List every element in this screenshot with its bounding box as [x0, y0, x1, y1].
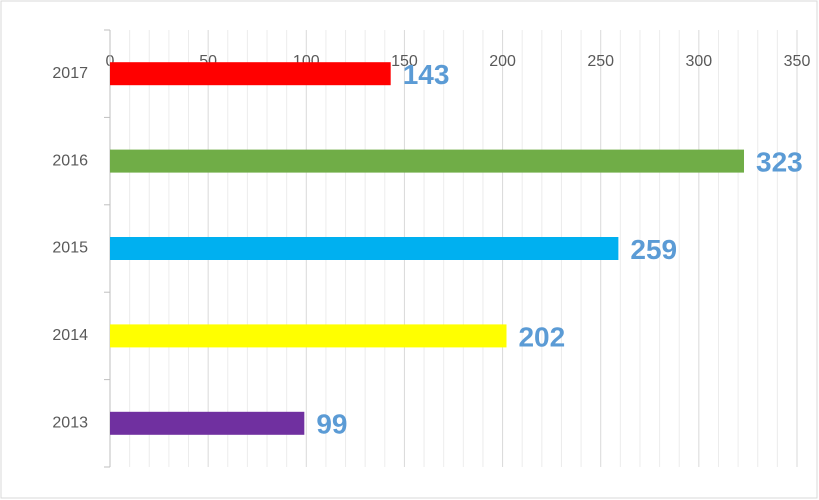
x-tick-label: 200: [489, 53, 516, 70]
value-label: 259: [630, 234, 677, 265]
value-label: 143: [403, 59, 450, 90]
bar: [110, 62, 391, 86]
x-tick-label: 150: [391, 53, 418, 70]
bar: [110, 411, 305, 435]
y-tick-label: 2013: [52, 415, 88, 432]
bar: [110, 324, 507, 348]
value-label: 323: [756, 146, 803, 177]
value-label: 99: [316, 409, 347, 440]
y-tick-label: 2017: [52, 65, 88, 82]
y-tick-label: 2014: [52, 327, 88, 344]
x-tick-label: 250: [587, 53, 614, 70]
bar: [110, 149, 745, 173]
y-tick-label: 2016: [52, 152, 88, 169]
y-tick-label: 2015: [52, 240, 88, 257]
value-label: 202: [518, 321, 565, 352]
bar: [110, 237, 619, 260]
x-tick-label: 350: [784, 53, 811, 70]
x-tick-label: 300: [686, 53, 713, 70]
